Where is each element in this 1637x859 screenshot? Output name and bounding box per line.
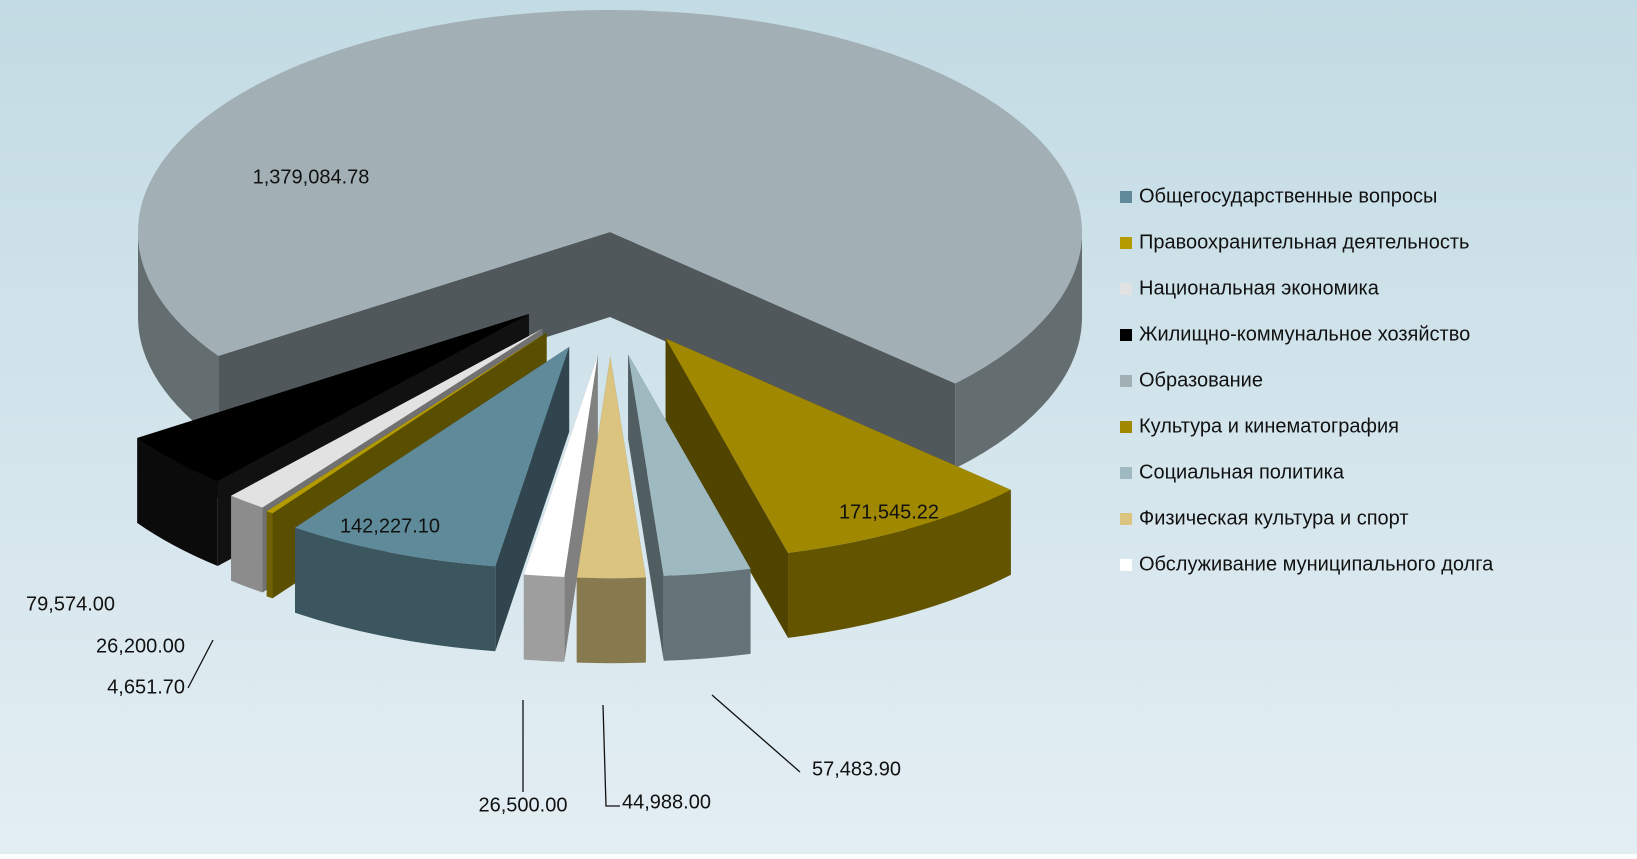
slice-top — [137, 9, 1082, 384]
legend-label: Обслуживание муниципального долга — [1139, 553, 1494, 575]
slice — [628, 354, 751, 661]
data-label: 171,545.22 — [839, 501, 939, 523]
legend-swatch — [1120, 191, 1132, 203]
legend-swatch — [1120, 559, 1132, 571]
slice-top — [266, 332, 547, 514]
legend-label: Общегосударственные вопросы — [1139, 185, 1437, 207]
data-label: 44,988.00 — [622, 791, 711, 813]
slice-top — [295, 346, 570, 567]
slice — [295, 346, 570, 652]
slice-wall — [138, 232, 219, 441]
legend-label: Жилищно-коммунальное хозяйство — [1139, 323, 1470, 345]
legend-label: Правоохранительная деятельность — [1139, 231, 1469, 253]
slice-wall — [955, 232, 1082, 469]
legend-swatch — [1120, 283, 1132, 295]
legend-label: Национальная экономика — [1139, 277, 1380, 299]
slice-wall — [295, 527, 496, 652]
leader-line — [187, 639, 214, 689]
data-labels: 142,227.10 4,651.70 26,200.00 79,574.00 1,37… — [26, 166, 939, 816]
legend-swatch — [1120, 375, 1132, 387]
slice-top — [137, 314, 529, 481]
slice-wall — [266, 511, 273, 599]
data-label: 26,200.00 — [96, 635, 185, 657]
data-label: 1,379,084.78 — [253, 166, 370, 188]
legend-swatch — [1120, 421, 1132, 433]
legend-label: Физическая культура и спорт — [1139, 507, 1409, 529]
slice-top — [628, 354, 751, 576]
slice — [137, 9, 1082, 469]
slice-side — [610, 232, 956, 469]
slice-wall — [663, 568, 751, 661]
slice-side — [665, 338, 789, 638]
slice-top — [576, 356, 646, 579]
data-label: 79,574.00 — [26, 593, 115, 615]
legend-swatch — [1120, 237, 1132, 249]
slice-wall — [231, 495, 263, 593]
slice-top — [231, 328, 543, 508]
legend-label: Образование — [1139, 369, 1263, 391]
legend-label: Культура и кинематография — [1139, 415, 1399, 437]
leader-line — [711, 694, 801, 773]
slice-wall — [788, 489, 1011, 638]
legend-swatch — [1120, 467, 1132, 479]
slice-top — [523, 355, 598, 577]
legend-swatch — [1120, 329, 1132, 341]
slice — [523, 355, 598, 662]
data-label: 57,483.90 — [812, 758, 901, 780]
data-label: 26,500.00 — [479, 794, 568, 816]
leader-line — [602, 704, 620, 807]
slice-wall — [523, 574, 565, 662]
pie — [137, 9, 1082, 664]
slice — [665, 338, 1011, 638]
legend-swatch — [1120, 513, 1132, 525]
slice-side — [628, 354, 664, 661]
slice — [576, 356, 646, 664]
slice-wall — [137, 437, 218, 566]
slice-top — [665, 338, 1011, 553]
data-label: 4,651.70 — [107, 676, 185, 698]
legend: Общегосударственные вопросы Правоохраните… — [1120, 185, 1494, 575]
slice-wall — [576, 577, 646, 664]
legend-label: Социальная политика — [1139, 461, 1345, 483]
data-label: 142,227.10 — [340, 515, 440, 537]
